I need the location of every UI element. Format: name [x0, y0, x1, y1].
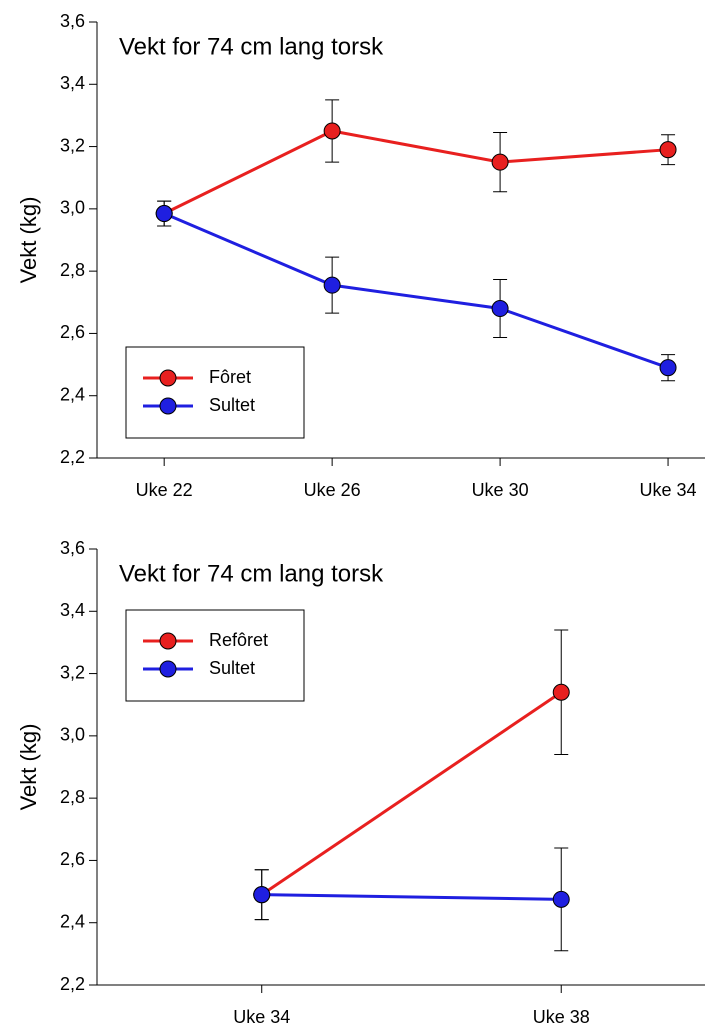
y-tick-label: 3,2 — [60, 135, 85, 155]
series-line — [163, 129, 669, 215]
y-axis-title: Vekt (kg) — [16, 724, 41, 811]
legend-marker — [159, 397, 177, 415]
legend-marker — [159, 660, 177, 678]
marker — [323, 276, 341, 294]
y-tick-label: 3,4 — [60, 600, 85, 620]
legend-marker — [159, 632, 177, 650]
marker — [253, 886, 271, 904]
legend-label: Sultet — [209, 395, 255, 415]
series-line — [261, 893, 562, 901]
chart-title: Vekt for 74 cm lang torsk — [119, 33, 384, 60]
marker — [491, 153, 509, 171]
y-tick-label: 3,4 — [60, 73, 85, 93]
y-tick-label: 2,2 — [60, 447, 85, 467]
legend-box — [125, 346, 305, 439]
legend-label: Fôret — [209, 367, 251, 387]
marker — [659, 141, 677, 159]
y-tick-label: 2,6 — [60, 322, 85, 342]
y-tick-label: 2,2 — [60, 974, 85, 994]
marker — [552, 683, 570, 701]
y-tick-label: 3,2 — [60, 662, 85, 682]
y-tick-label: 2,6 — [60, 849, 85, 869]
x-tick-label: Uke 26 — [304, 480, 361, 500]
y-tick-label: 2,8 — [60, 260, 85, 280]
chart-title: Vekt for 74 cm lang torsk — [119, 560, 384, 587]
x-tick-label: Uke 34 — [233, 1007, 290, 1026]
marker — [323, 122, 341, 140]
y-tick-label: 3,0 — [60, 198, 85, 218]
y-tick-label: 2,8 — [60, 787, 85, 807]
x-tick-label: Uke 34 — [640, 480, 697, 500]
legend-label: Sultet — [209, 658, 255, 678]
x-tick-label: Uke 38 — [533, 1007, 590, 1026]
series-line — [163, 212, 669, 370]
series-line — [260, 691, 563, 896]
marker — [552, 890, 570, 908]
x-tick-label: Uke 22 — [136, 480, 193, 500]
marker — [659, 359, 677, 377]
y-axis-title: Vekt (kg) — [16, 197, 41, 284]
y-tick-label: 3,6 — [60, 11, 85, 31]
x-tick-label: Uke 30 — [472, 480, 529, 500]
marker — [155, 205, 173, 223]
y-tick-label: 2,4 — [60, 384, 85, 404]
y-tick-label: 2,4 — [60, 911, 85, 931]
legend-box — [125, 609, 305, 702]
y-tick-label: 3,0 — [60, 725, 85, 745]
y-tick-label: 3,6 — [60, 538, 85, 558]
legend-marker — [159, 369, 177, 387]
legend-label: Refôret — [209, 630, 268, 650]
marker — [491, 300, 509, 318]
